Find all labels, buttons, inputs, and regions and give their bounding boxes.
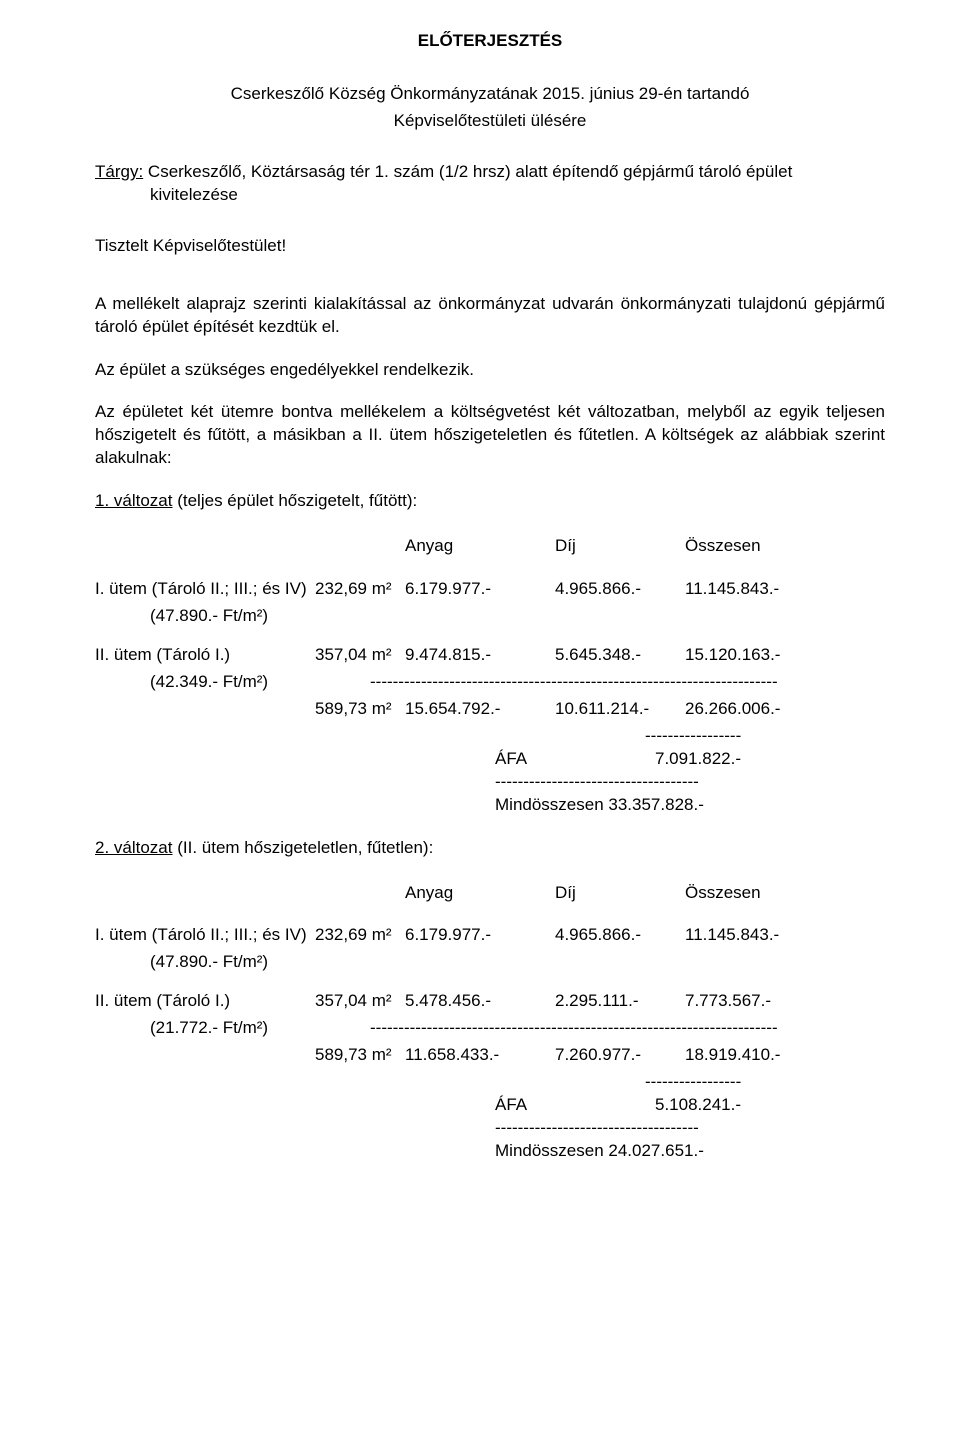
v1-dash-short: -----------------: [645, 725, 885, 748]
variant-2-text: (II. ütem hőszigeteletlen, fűtetlen):: [173, 838, 434, 857]
v1-table-header: Anyag Díj Összesen: [95, 535, 885, 558]
v2-r1-sub: (47.890.- Ft/m²): [95, 951, 885, 974]
variant-1-label: 1. változat: [95, 491, 173, 510]
subject-line-2: kivitelezése: [95, 184, 885, 207]
v1-afa-label: ÁFA: [495, 748, 655, 771]
v2-r2-sub: (21.772.- Ft/m²): [95, 1017, 370, 1040]
variant-1-text: (teljes épület hőszigetelt, fűtött):: [173, 491, 418, 510]
col-header-dij: Díj: [555, 535, 685, 558]
col-header-osszesen: Összesen: [685, 535, 885, 558]
v2-dash-long: ------------------------------------: [495, 1117, 885, 1140]
v1-row-1: I. ütem (Tároló II.; III.; és IV) 232,69…: [95, 578, 885, 601]
col-header-anyag: Anyag: [405, 882, 555, 905]
v2-sum-dij: 7.260.977.-: [555, 1044, 685, 1067]
v2-afa-row: ÁFA 5.108.241.-: [95, 1094, 885, 1117]
v1-r2-area: 357,04 m²: [315, 644, 405, 667]
v1-sum-area: 589,73 m²: [315, 698, 405, 721]
v1-rule: ----------------------------------------…: [370, 671, 778, 694]
v1-row-2: II. ütem (Tároló I.) 357,04 m² 9.474.815…: [95, 644, 885, 667]
subject-label: Tárgy:: [95, 162, 143, 181]
col-header-osszesen: Összesen: [685, 882, 885, 905]
v2-r2-ossz: 7.773.567.-: [685, 990, 885, 1013]
v2-row-2: II. ütem (Tároló I.) 357,04 m² 5.478.456…: [95, 990, 885, 1013]
v2-afa-label: ÁFA: [495, 1094, 655, 1117]
v2-r1-area: 232,69 m²: [315, 924, 405, 947]
document-title: ELŐTERJESZTÉS: [95, 30, 885, 53]
v2-r1-dij: 4.965.866.-: [555, 924, 685, 947]
v2-r1-label: I. ütem (Tároló II.; III.; és IV): [95, 924, 315, 947]
v1-r1-sub: (47.890.- Ft/m²): [95, 605, 885, 628]
v1-grand-total: Mindösszesen 33.357.828.-: [495, 794, 885, 817]
header-line-2: Képviselőtestületi ülésére: [95, 110, 885, 133]
v1-afa-value: 7.091.822.-: [655, 748, 741, 771]
v2-sum-anyag: 11.658.433.-: [405, 1044, 555, 1067]
v1-r1-anyag: 6.179.977.-: [405, 578, 555, 601]
v2-sum-ossz: 18.919.410.-: [685, 1044, 885, 1067]
v1-r1-dij: 4.965.866.-: [555, 578, 685, 601]
v1-r2-sub: (42.349.- Ft/m²): [95, 671, 370, 694]
v2-r1-anyag: 6.179.977.-: [405, 924, 555, 947]
v1-r1-ossz: 11.145.843.-: [685, 578, 885, 601]
v1-r1-label: I. ütem (Tároló II.; III.; és IV): [95, 578, 315, 601]
v2-r1-ossz: 11.145.843.-: [685, 924, 885, 947]
v1-r1-area: 232,69 m²: [315, 578, 405, 601]
v1-sum-row: 589,73 m² 15.654.792.- 10.611.214.- 26.2…: [95, 698, 885, 721]
v2-grand-total: Mindösszesen 24.027.651.-: [495, 1140, 885, 1163]
v1-r2-dij: 5.645.348.-: [555, 644, 685, 667]
paragraph-2: Az épület a szükséges engedélyekkel rend…: [95, 359, 885, 382]
v1-r2-label: II. ütem (Tároló I.): [95, 644, 315, 667]
spacer: [95, 535, 405, 558]
variant-2-label: 2. változat: [95, 838, 173, 857]
v1-r2-anyag: 9.474.815.-: [405, 644, 555, 667]
v2-row-1: I. ütem (Tároló II.; III.; és IV) 232,69…: [95, 924, 885, 947]
document-page: ELŐTERJESZTÉS Cserkeszőlő Község Önkormá…: [0, 0, 960, 1454]
v2-dash-short: -----------------: [645, 1071, 885, 1094]
v2-afa-value: 5.108.241.-: [655, 1094, 741, 1117]
variant-2-heading: 2. változat (II. ütem hőszigeteletlen, f…: [95, 837, 885, 860]
v1-sum-ossz: 26.266.006.-: [685, 698, 885, 721]
v2-r2-dij: 2.295.111.-: [555, 990, 685, 1013]
v1-afa-row: ÁFA 7.091.822.-: [95, 748, 885, 771]
v2-sum-area: 589,73 m²: [315, 1044, 405, 1067]
v1-sum-anyag: 15.654.792.-: [405, 698, 555, 721]
col-header-dij: Díj: [555, 882, 685, 905]
v2-rule: ----------------------------------------…: [370, 1017, 778, 1040]
v1-r2-ossz: 15.120.163.-: [685, 644, 885, 667]
paragraph-1: A mellékelt alaprajz szerinti kialakítás…: [95, 293, 885, 339]
subject-block: Tárgy: Cserkeszőlő, Köztársaság tér 1. s…: [95, 161, 885, 184]
variant-1-heading: 1. változat (teljes épület hőszigetelt, …: [95, 490, 885, 513]
v2-row-2b: (21.772.- Ft/m²) -----------------------…: [95, 1017, 885, 1040]
paragraph-3: Az épületet két ütemre bontva mellékelem…: [95, 401, 885, 470]
col-header-anyag: Anyag: [405, 535, 555, 558]
spacer: [95, 882, 405, 905]
v1-dash-long: ------------------------------------: [495, 771, 885, 794]
v2-table-header: Anyag Díj Összesen: [95, 882, 885, 905]
v2-r2-area: 357,04 m²: [315, 990, 405, 1013]
subject-text: Cserkeszőlő, Köztársaság tér 1. szám (1/…: [143, 162, 792, 181]
header-line-1: Cserkeszőlő Község Önkormányzatának 2015…: [95, 83, 885, 106]
v2-r2-label: II. ütem (Tároló I.): [95, 990, 315, 1013]
v1-row-2b: (42.349.- Ft/m²) -----------------------…: [95, 671, 885, 694]
v1-sum-dij: 10.611.214.-: [555, 698, 685, 721]
v2-sum-row: 589,73 m² 11.658.433.- 7.260.977.- 18.91…: [95, 1044, 885, 1067]
v2-r2-anyag: 5.478.456.-: [405, 990, 555, 1013]
salutation: Tisztelt Képviselőtestület!: [95, 235, 885, 258]
